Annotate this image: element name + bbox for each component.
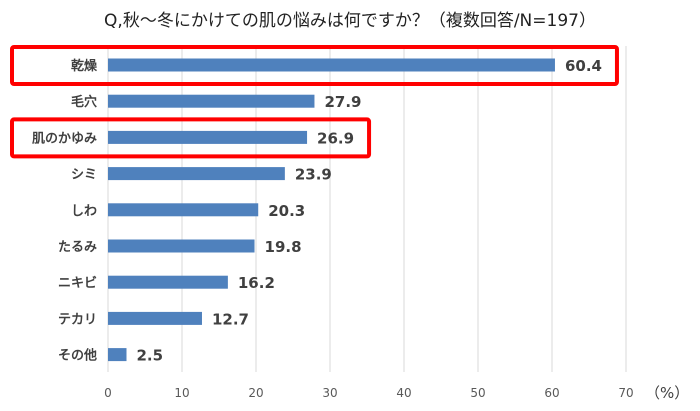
bar xyxy=(108,94,315,108)
data-label: 19.8 xyxy=(265,238,302,256)
x-tick-label: 20 xyxy=(248,386,263,400)
x-tick-label: 30 xyxy=(322,386,337,400)
bar xyxy=(108,58,555,72)
category-label: しわ xyxy=(71,204,97,219)
bar xyxy=(108,130,308,144)
data-label: 12.7 xyxy=(212,310,249,328)
data-label: 26.9 xyxy=(317,129,354,147)
highlight-box xyxy=(10,117,372,159)
bar xyxy=(108,275,228,289)
category-label: ニキビ xyxy=(58,275,97,291)
category-label: その他 xyxy=(58,348,97,364)
x-tick-label: 0 xyxy=(104,386,112,400)
category-label: テカリ xyxy=(58,312,97,327)
bar xyxy=(108,167,285,181)
data-label: 16.2 xyxy=(238,274,275,292)
data-label: 27.9 xyxy=(324,93,361,111)
chart-title: Q,秋～冬にかけての肌の悩みは何ですか？（複数回答/N=197） xyxy=(104,11,596,31)
bar xyxy=(108,203,259,217)
category-label: 毛穴 xyxy=(71,94,97,110)
highlight-box xyxy=(10,45,619,86)
category-label: たるみ xyxy=(58,240,97,255)
bar xyxy=(108,348,127,362)
x-tick-label: 50 xyxy=(470,386,485,400)
bar xyxy=(108,311,202,325)
data-label: 2.5 xyxy=(137,347,164,365)
x-tick-label: 10 xyxy=(174,386,189,400)
bar xyxy=(108,239,255,253)
x-tick-label: 70 xyxy=(618,386,633,400)
data-label: 23.9 xyxy=(295,166,332,184)
x-tick-label: 60 xyxy=(544,386,559,400)
category-label: 乾燥 xyxy=(71,58,98,74)
category-label: シミ xyxy=(71,168,97,183)
x-unit-label: （%） xyxy=(645,384,689,402)
data-label: 60.4 xyxy=(565,57,602,75)
x-tick-label: 40 xyxy=(396,386,411,400)
category-label: 肌のかゆみ xyxy=(32,131,97,146)
data-label: 20.3 xyxy=(268,202,305,220)
